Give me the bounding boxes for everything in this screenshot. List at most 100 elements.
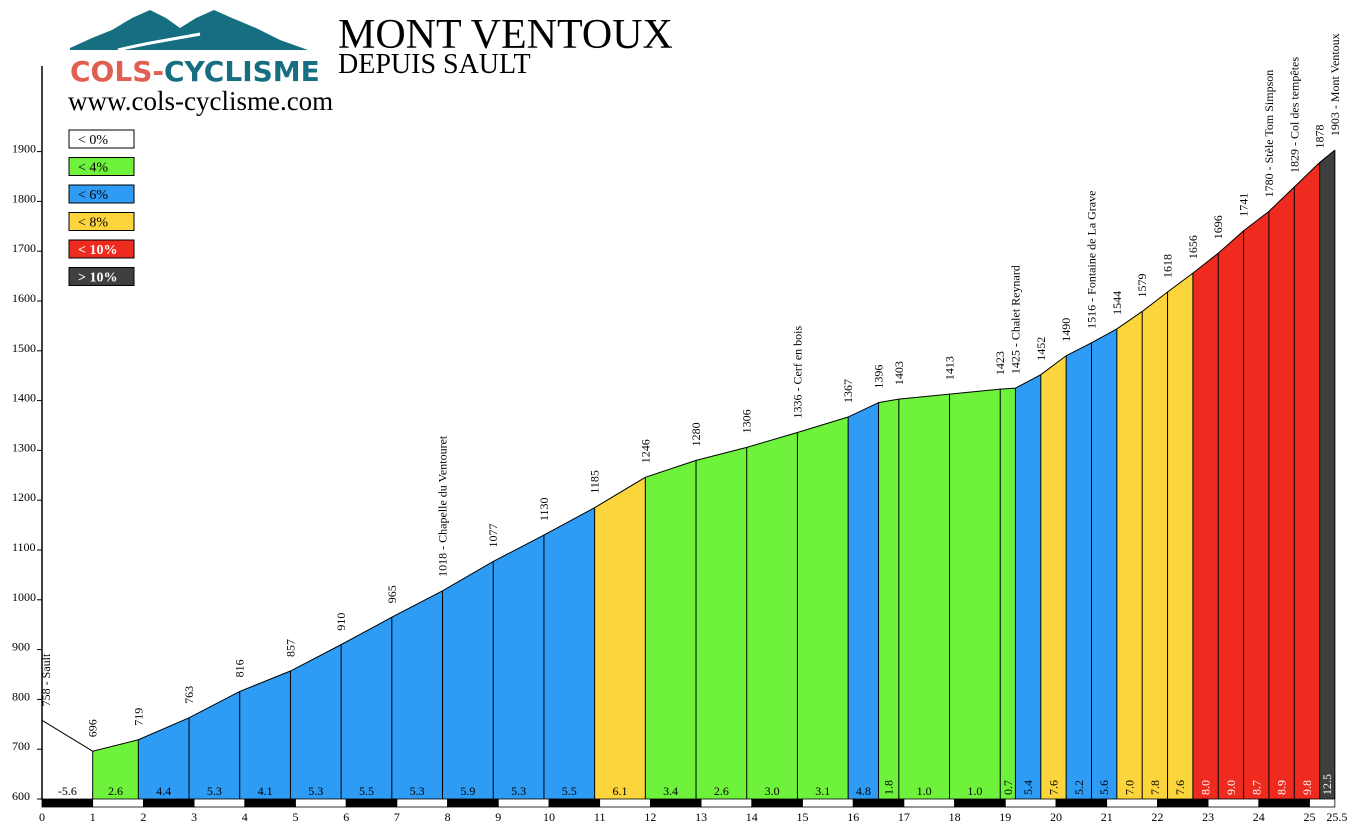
profile-outline <box>41 149 1336 752</box>
profile-segment <box>138 717 190 799</box>
x-tick-label: 22 <box>1151 810 1163 824</box>
profile-segment <box>746 432 798 799</box>
km-bar-segment <box>1004 798 1057 808</box>
grade-label: 2.6 <box>108 784 123 798</box>
y-tick-label: 1100 <box>12 540 36 554</box>
altitude-label: 1403 <box>892 361 906 385</box>
km-bar-segment <box>193 798 246 808</box>
profile-segment <box>696 447 747 799</box>
altitude-label: 1336 - Cerf en bois <box>790 325 804 418</box>
grade-label: 9.0 <box>1224 780 1238 795</box>
altitude-label: 1306 <box>740 409 754 433</box>
altitude-label: 1130 <box>537 497 551 521</box>
legend-label: < 0% <box>78 133 108 148</box>
grade-label: 0.7 <box>1001 780 1015 795</box>
grade-label: 3.4 <box>663 784 678 798</box>
km-bar-segment <box>802 798 854 808</box>
logo-text-right: CYCLISME <box>164 55 320 88</box>
legend-swatch <box>68 212 135 231</box>
profile-segment <box>1192 253 1219 799</box>
grade-label: 4.4 <box>156 784 171 798</box>
grade-label: 3.1 <box>815 784 830 798</box>
grade-label: 5.5 <box>359 784 374 798</box>
grade-label: 7.6 <box>1046 780 1060 795</box>
profile-segment <box>543 507 595 799</box>
profile-segment <box>898 394 950 799</box>
grade-label: 7.6 <box>1173 780 1187 795</box>
altitude-label: 910 <box>334 613 348 631</box>
profile-segment <box>848 402 879 799</box>
x-tick-label: 24 <box>1253 810 1265 824</box>
axes: 6007008009001000110012001300140015001600… <box>12 66 1347 824</box>
y-tick-label: 800 <box>12 689 30 703</box>
altitude-label: 1423 <box>993 351 1007 375</box>
grade-label: 1.8 <box>882 780 896 795</box>
x-tick-label: 6 <box>343 810 349 824</box>
altitude-label: 1077 <box>486 523 500 547</box>
legend-swatch <box>68 157 135 176</box>
altitude-label: 857 <box>283 639 297 657</box>
x-tick-label: 11 <box>594 810 606 824</box>
grade-label: 5.5 <box>562 784 577 798</box>
site-logo: COLS-CYCLISME <box>70 10 320 88</box>
grade-label: 5.3 <box>511 784 526 798</box>
grade-label: 8.9 <box>1275 780 1289 795</box>
altitude-label: 763 <box>182 686 196 704</box>
profile-segment <box>1116 311 1143 799</box>
altitude-label: 1425 - Chalet Reynard <box>1008 265 1022 374</box>
x-tick-label: 3 <box>191 810 197 824</box>
altitude-label: 1185 <box>588 470 602 494</box>
km-bar-segment <box>548 798 601 808</box>
y-tick-label: 700 <box>12 739 30 753</box>
y-tick-label: 600 <box>12 789 30 803</box>
altitude-label: 1741 <box>1237 193 1251 217</box>
y-tick-label: 1300 <box>12 440 36 454</box>
website-link[interactable]: www.cols-cyclisme.com <box>68 86 333 116</box>
profile-segment <box>878 399 899 799</box>
profile-segment <box>341 617 392 799</box>
legend-swatch <box>68 129 135 149</box>
altitude-label: 1246 <box>638 439 652 463</box>
legend-label: < 4% <box>78 161 108 176</box>
km-bar-segment <box>954 798 1006 808</box>
km-bar-segment <box>244 798 296 808</box>
altitude-label: 1618 <box>1161 254 1175 278</box>
altitude-label: 1544 <box>1110 291 1124 315</box>
km-bar-segment <box>852 798 905 808</box>
altitude-label: 1452 <box>1034 337 1048 361</box>
grade-label: -5.6 <box>58 784 77 798</box>
km-bar-segment <box>1207 798 1260 808</box>
profile-segment <box>189 691 240 799</box>
y-tick-label: 1800 <box>12 191 36 205</box>
profile-segment <box>493 535 544 799</box>
legend: < 0% < 4% < 6% < 8% < 10% > 10% <box>68 129 135 286</box>
x-tick-label: 2 <box>140 810 146 824</box>
x-tick-label: 0 <box>39 810 45 824</box>
profile-segment <box>1218 230 1244 800</box>
x-tick-label: 1 <box>90 810 96 824</box>
grade-label: 4.1 <box>258 784 273 798</box>
legend-label: < 6% <box>78 188 108 203</box>
grade-label: 2.6 <box>714 784 729 798</box>
altitude-label: 696 <box>86 719 100 737</box>
x-tick-label: 21 <box>1101 810 1113 824</box>
altitude-label: 1516 - Fontaine de La Grave <box>1084 191 1098 329</box>
km-bar-segment <box>92 798 144 808</box>
x-tick-label: 19 <box>999 810 1011 824</box>
altitude-label: 719 <box>131 708 145 726</box>
grade-label: 3.0 <box>765 784 780 798</box>
y-tick-label: 1500 <box>12 341 36 355</box>
legend-swatch <box>68 239 135 259</box>
x-tick-label: 25 <box>1304 810 1316 824</box>
legend-label: < 8% <box>78 216 108 231</box>
x-tick-label: 7 <box>394 810 400 824</box>
grade-label: 1.0 <box>967 784 982 798</box>
grade-label: 4.8 <box>856 784 871 798</box>
km-bar-segment <box>1309 798 1336 808</box>
km-bar-segment <box>1055 798 1108 808</box>
x-tick-label: 9 <box>495 810 501 824</box>
page-subtitle: DEPUIS SAULT <box>338 49 531 80</box>
km-bar-segment <box>700 798 753 808</box>
x-end-label: 25.5 <box>1326 810 1347 824</box>
legend-label: > 10% <box>78 271 117 286</box>
